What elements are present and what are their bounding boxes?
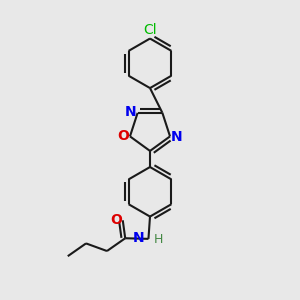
Text: H: H (154, 233, 164, 246)
Text: N: N (133, 231, 145, 245)
Text: Cl: Cl (143, 23, 157, 37)
Text: N: N (125, 105, 136, 119)
Text: O: O (110, 213, 122, 227)
Text: O: O (117, 129, 129, 143)
Text: N: N (171, 130, 183, 144)
